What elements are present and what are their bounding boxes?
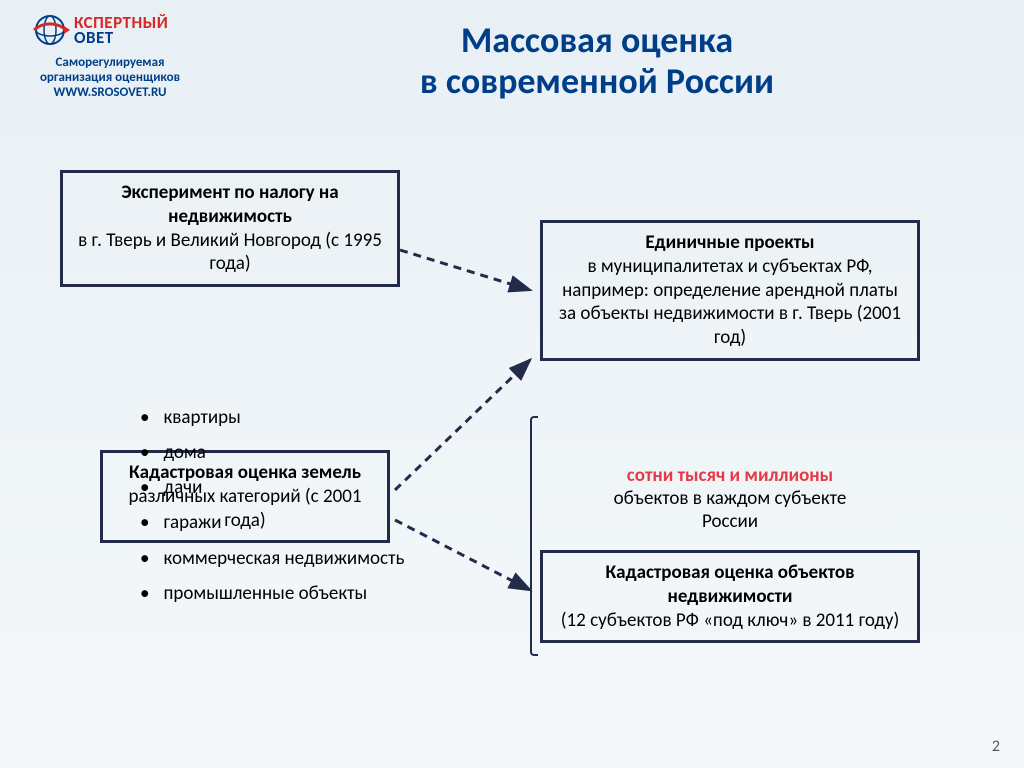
box-experiment: Эксперимент по налогу на недвижимость в … <box>60 170 400 287</box>
box-realty-bold: Кадастровая оценка объектов недвижимости <box>605 561 854 608</box>
box-single-projects: Единичные проекты в муниципалитетах и су… <box>540 220 920 361</box>
title-line1: Массовая оценка <box>230 20 964 61</box>
box-single-bold: Единичные проекты <box>645 231 814 254</box>
logo-url: www.srosovet.ru <box>30 86 190 101</box>
list-item: коммерческая недвижимость <box>140 541 404 576</box>
logo-subtitle: Саморегулируемая организация оценщиков w… <box>30 56 190 101</box>
box-single-rest: в муниципалитетах и субъектах РФ, наприм… <box>559 255 901 349</box>
box-realty-rest: (12 субъектов РФ «под ключ» в 2011 году) <box>561 609 899 632</box>
logo-text-line2: ОВЕТ <box>74 30 168 45</box>
aside-highlight: сотни тысяч и миллионы <box>627 464 833 487</box>
aside-rest: объектов в каждом субъекте России <box>614 487 847 533</box>
arrow-line-3 <box>395 520 530 590</box>
title-line2: в современной России <box>230 61 964 102</box>
aside-objects-count: сотни тысяч и миллионы объектов в каждом… <box>590 465 870 533</box>
bullets-ul: квартиры дома дачи гаражи коммерческая н… <box>140 400 404 611</box>
arrow-1 <box>0 0 1024 768</box>
box-experiment-rest: в г. Тверь и Великий Новгород (с 1995 го… <box>78 229 382 276</box>
globe-icon <box>30 10 70 50</box>
logo-sub-line1: Саморегулируемая <box>30 56 190 71</box>
arrow-line-2 <box>395 360 530 490</box>
logo-text: КСПЕРТНЫЙ ОВЕТ <box>74 15 168 46</box>
object-types-list: квартиры дома дачи гаражи коммерческая н… <box>140 400 404 611</box>
logo-sub-line2: организация оценщиков <box>30 71 190 86</box>
page-title: Массовая оценка в современной России <box>230 20 964 103</box>
box-realty-cadastral: Кадастровая оценка объектов недвижимости… <box>540 550 920 643</box>
list-item: дачи <box>140 470 404 505</box>
box-experiment-bold: Эксперимент по налогу на недвижимость <box>121 181 338 228</box>
logo-block: КСПЕРТНЫЙ ОВЕТ Саморегулируемая организа… <box>30 10 190 101</box>
list-item: дома <box>140 435 404 470</box>
list-item: квартиры <box>140 400 404 435</box>
list-item: гаражи <box>140 505 404 540</box>
page-number: 2 <box>992 737 1000 756</box>
logo-graphic: КСПЕРТНЫЙ ОВЕТ <box>30 10 190 50</box>
arrow-line-1 <box>400 250 530 290</box>
bracket-icon <box>530 416 538 656</box>
list-item: промышленные объекты <box>140 576 404 611</box>
